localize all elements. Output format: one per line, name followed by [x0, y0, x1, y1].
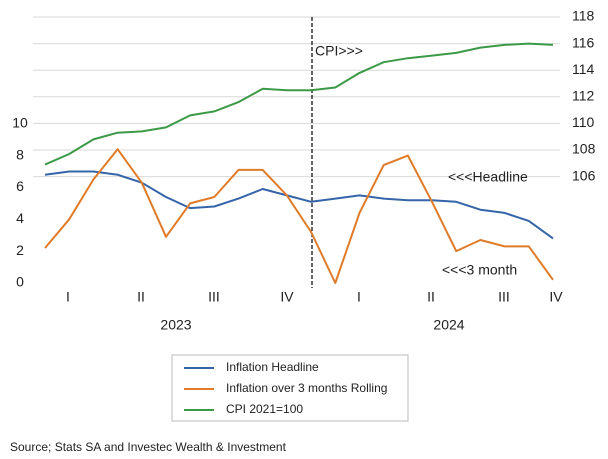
x-tick-label: II	[137, 289, 145, 305]
x-tick-label: II	[427, 289, 435, 305]
y-tick-label: 10	[12, 114, 28, 130]
source: Source; Stats SA and Investec Wealth & I…	[10, 440, 287, 454]
y2-tick-label: 112	[572, 88, 595, 104]
x-tick-label: I	[66, 289, 70, 305]
x-tick-label: IV	[280, 289, 294, 305]
x-tick-label: III	[208, 289, 220, 305]
y-tick-label: 0	[16, 274, 24, 290]
y2-tick-label: 114	[572, 61, 595, 77]
legend-label: CPI 2021=100	[226, 402, 303, 416]
y2-tick-label: 106	[572, 167, 596, 183]
y2-tick-label: 110	[572, 114, 595, 130]
y-tick-label: 8	[16, 146, 24, 162]
y2-tick-label: 108	[572, 141, 596, 157]
annotation: CPI>>>	[315, 43, 363, 59]
annotation: <<<Headline	[448, 169, 528, 185]
legend-label: Inflation Headline	[226, 360, 319, 374]
y-tick-label: 6	[16, 178, 24, 194]
y2-tick-label: 116	[572, 34, 595, 50]
series-line	[44, 148, 554, 284]
y-tick-label: 2	[16, 242, 24, 258]
y-tick-label: 4	[16, 210, 24, 226]
x-tick-label: IV	[549, 289, 563, 305]
series-line	[44, 170, 554, 240]
annotation: <<<3 month	[442, 262, 517, 278]
y2-tick-label: 118	[572, 8, 595, 24]
legend-label: Inflation over 3 months Rolling	[226, 381, 387, 395]
x-tick-label: I	[357, 289, 361, 305]
x-group-label: 2023	[160, 317, 191, 333]
series-line	[44, 42, 554, 166]
x-tick-label: III	[498, 289, 510, 305]
x-group-label: 2024	[433, 317, 464, 333]
